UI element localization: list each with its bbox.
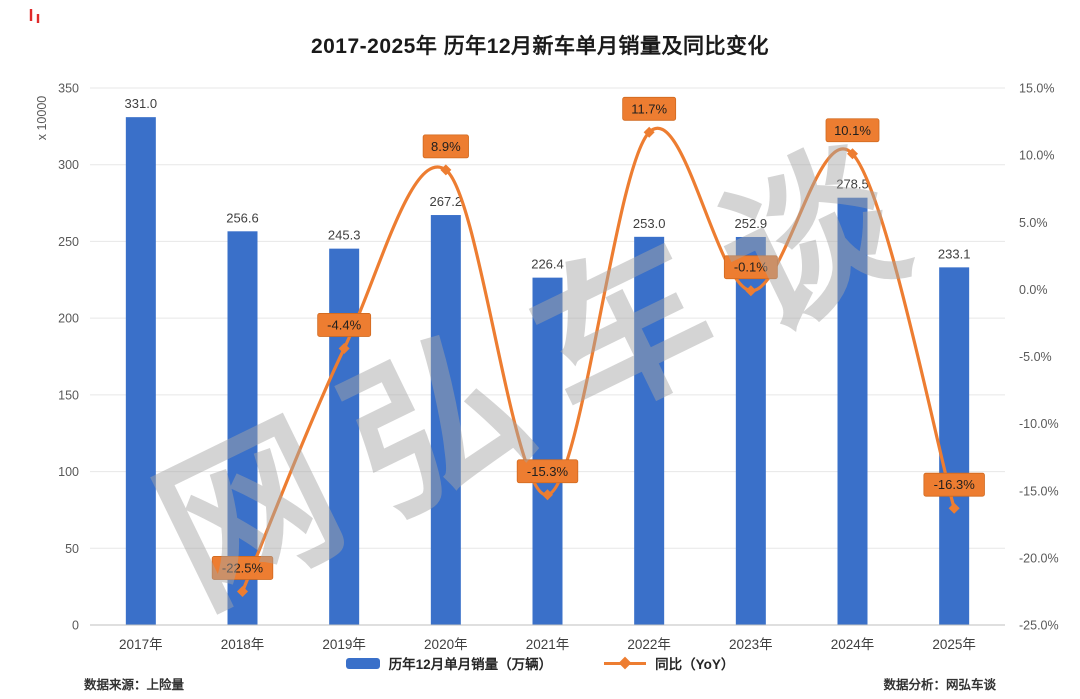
yoy-label-box bbox=[923, 472, 985, 497]
right-axis-tick: -25.0% bbox=[1019, 619, 1059, 633]
yoy-label: 8.9% bbox=[431, 139, 461, 154]
bar-value-label: 256.6 bbox=[226, 210, 259, 225]
diamond-marker bbox=[745, 285, 757, 297]
bar bbox=[735, 236, 766, 626]
right-axis-tick: 15.0% bbox=[1019, 82, 1054, 96]
analysis-note: 数据分析：网弘车谈 bbox=[883, 678, 996, 692]
yoy-label: -4.4% bbox=[327, 317, 361, 332]
right-axis-tick: -15.0% bbox=[1019, 484, 1059, 498]
left-axis-tick: 350 bbox=[58, 82, 79, 96]
x-axis-label: 2024年 bbox=[831, 637, 875, 652]
yoy-label-box bbox=[422, 134, 469, 159]
data-source-note: 数据来源：上险量 bbox=[84, 678, 185, 692]
bar-value-label: 253.0 bbox=[633, 216, 666, 231]
right-axis-tick: 0.0% bbox=[1019, 283, 1048, 297]
yoy-label: -15.3% bbox=[527, 464, 569, 479]
diamond-marker-icon bbox=[618, 656, 632, 670]
x-axis-label: 2018年 bbox=[221, 637, 265, 652]
yoy-label-box bbox=[723, 255, 778, 280]
left-axis-tick: 150 bbox=[58, 388, 79, 402]
right-axis-tick: -10.0% bbox=[1019, 417, 1059, 431]
bar-value-label: 331.0 bbox=[125, 96, 158, 111]
bar-value-label: 278.5 bbox=[836, 177, 869, 192]
yoy-label: 11.7% bbox=[631, 101, 667, 116]
bar-series-swatch bbox=[345, 657, 380, 669]
right-axis-tick: 10.0% bbox=[1019, 149, 1054, 163]
left-axis-unit-label: x 10000 bbox=[35, 96, 49, 141]
bar bbox=[532, 277, 563, 625]
legend-item-yoy: 同比（YoY） bbox=[604, 653, 734, 673]
yoy-label: -16.3% bbox=[934, 477, 976, 492]
diamond-marker bbox=[440, 164, 452, 176]
yoy-line bbox=[240, 126, 956, 594]
x-axis-label: 2025年 bbox=[932, 637, 976, 652]
yoy-label: -0.1% bbox=[734, 260, 768, 275]
x-axis-label: 2019年 bbox=[322, 637, 366, 652]
x-axis-label: 2020年 bbox=[424, 637, 468, 652]
legend: 历年12月单月销量（万辆） 同比（YoY） bbox=[0, 653, 1080, 673]
yoy-label-box bbox=[825, 118, 880, 143]
left-axis-tick: 100 bbox=[58, 465, 79, 479]
left-axis-tick: 50 bbox=[65, 542, 79, 556]
bar-value-label: 245.3 bbox=[328, 228, 361, 243]
red-mark-artifact bbox=[29, 9, 40, 23]
right-axis-tick: 5.0% bbox=[1019, 216, 1048, 230]
bar-value-label: 252.9 bbox=[735, 216, 768, 231]
diamond-marker bbox=[542, 489, 553, 501]
yoy-label-box bbox=[516, 459, 579, 484]
right-axis-tick: -5.0% bbox=[1019, 350, 1052, 364]
left-axis-tick: 200 bbox=[58, 312, 79, 326]
x-axis-label: 2021年 bbox=[526, 637, 570, 652]
bar bbox=[837, 197, 868, 626]
yoy-label-box bbox=[317, 313, 372, 337]
bar-value-label: 226.4 bbox=[531, 257, 564, 272]
bar bbox=[125, 117, 156, 625]
x-axis-label: 2023年 bbox=[729, 637, 773, 652]
x-axis-label: 2022年 bbox=[627, 637, 671, 652]
bar bbox=[939, 267, 970, 625]
yoy-label-box bbox=[211, 556, 274, 580]
bar-value-label: 267.2 bbox=[430, 194, 463, 209]
diamond-marker bbox=[237, 585, 248, 597]
legend-label-sales: 历年12月单月销量（万辆） bbox=[388, 657, 553, 672]
bar bbox=[634, 236, 665, 625]
left-axis-tick: 0 bbox=[72, 619, 79, 633]
diamond-marker bbox=[338, 342, 350, 354]
bar bbox=[329, 248, 360, 625]
yoy-label: -22.5% bbox=[222, 560, 264, 575]
diamond-marker bbox=[847, 148, 858, 160]
diamond-marker bbox=[948, 502, 960, 514]
x-axis-label: 2017年 bbox=[119, 637, 163, 652]
right-axis-tick: -20.0% bbox=[1019, 551, 1059, 565]
line-series-swatch bbox=[604, 656, 647, 670]
bar bbox=[430, 215, 461, 625]
yoy-label-box bbox=[622, 96, 677, 121]
legend-item-sales: 历年12月单月销量（万辆） bbox=[345, 653, 553, 673]
left-axis-tick: 250 bbox=[58, 235, 79, 249]
left-axis-tick: 300 bbox=[58, 158, 79, 172]
bar-value-label: 233.1 bbox=[938, 246, 971, 261]
yoy-label: 10.1% bbox=[834, 123, 871, 138]
legend-label-yoy: 同比（YoY） bbox=[655, 657, 735, 672]
chart-title: 2017-2025年 历年12月新车单月销量及同比变化 bbox=[310, 35, 770, 58]
diamond-marker bbox=[643, 126, 655, 138]
